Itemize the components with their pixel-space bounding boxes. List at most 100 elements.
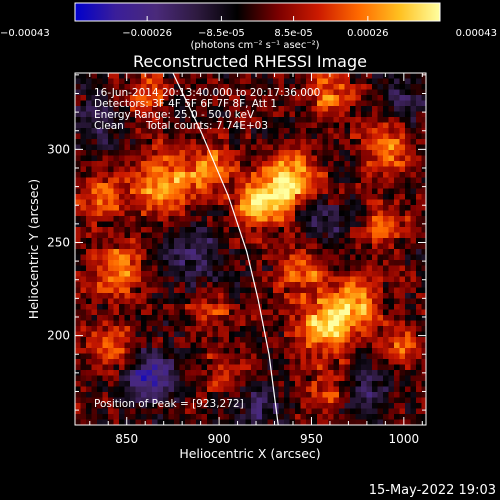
heatmap-cell: [289, 188, 296, 195]
heatmap-cell: [108, 348, 115, 355]
heatmap-cell: [262, 227, 269, 234]
heatmap-cell: [300, 254, 307, 261]
heatmap-cell: [223, 364, 230, 371]
heatmap-cell: [421, 172, 426, 179]
heatmap-cell: [201, 122, 208, 129]
heatmap-cell: [284, 386, 291, 393]
heatmap-cell: [223, 205, 230, 212]
heatmap-cell: [267, 287, 274, 294]
heatmap-cell: [256, 243, 263, 250]
heatmap-cell: [91, 315, 98, 322]
heatmap-cell: [416, 298, 423, 305]
heatmap-cell: [234, 249, 241, 256]
annotation-method: Clean: [94, 120, 124, 132]
heatmap-cell: [157, 78, 164, 85]
heatmap-cell: [295, 150, 302, 157]
heatmap-cell: [372, 232, 379, 239]
heatmap-cell: [251, 326, 258, 333]
heatmap-cell: [152, 249, 159, 256]
heatmap-cell: [317, 276, 324, 283]
heatmap-cell: [317, 95, 324, 102]
heatmap-cell: [174, 375, 181, 382]
heatmap-cell: [75, 122, 82, 129]
heatmap-cell: [201, 166, 208, 173]
heatmap-cell: [421, 111, 426, 118]
heatmap-cell: [388, 111, 395, 118]
heatmap-cell: [179, 414, 186, 421]
heatmap-cell: [130, 139, 137, 146]
heatmap-cell: [355, 370, 362, 377]
heatmap-cell: [245, 414, 252, 421]
heatmap-cell: [113, 232, 120, 239]
heatmap-cell: [124, 183, 131, 190]
x-axis-label: Heliocentric X (arcsec): [179, 446, 320, 461]
heatmap-cell: [207, 133, 214, 140]
heatmap-cell: [124, 254, 131, 261]
heatmap-cell: [383, 117, 390, 124]
heatmap-cell: [75, 419, 82, 425]
heatmap-cell: [328, 276, 335, 283]
heatmap-cell: [394, 249, 401, 256]
heatmap-cell: [152, 342, 159, 349]
heatmap-cell: [86, 276, 93, 283]
heatmap-cell: [86, 287, 93, 294]
heatmap-cell: [421, 139, 426, 146]
heatmap-cell: [157, 139, 164, 146]
heatmap-cell: [86, 298, 93, 305]
heatmap-cell: [394, 216, 401, 223]
heatmap-cell: [190, 100, 197, 107]
heatmap-cell: [223, 397, 230, 404]
heatmap-cell: [80, 265, 87, 272]
heatmap-cell: [201, 84, 208, 91]
heatmap-cell: [119, 199, 126, 206]
heatmap-cell: [80, 320, 87, 327]
heatmap-cell: [251, 221, 258, 228]
heatmap-cell: [410, 265, 417, 272]
heatmap-cell: [350, 128, 357, 135]
heatmap-cell: [300, 337, 307, 344]
heatmap-cell: [416, 260, 423, 267]
heatmap-cell: [174, 243, 181, 250]
heatmap-cell: [141, 304, 148, 311]
heatmap-cell: [108, 100, 115, 107]
heatmap-cell: [355, 309, 362, 316]
heatmap-cell: [223, 89, 230, 96]
heatmap-cell: [240, 166, 247, 173]
heatmap-cell: [251, 172, 258, 179]
heatmap-cell: [174, 106, 181, 113]
heatmap-cell: [289, 227, 296, 234]
heatmap-cell: [201, 370, 208, 377]
heatmap-cell: [317, 304, 324, 311]
heatmap-cell: [355, 414, 362, 421]
heatmap-cell: [328, 100, 335, 107]
heatmap-cell: [119, 232, 126, 239]
heatmap-cell: [350, 166, 357, 173]
heatmap-cell: [80, 227, 87, 234]
heatmap-cell: [410, 216, 417, 223]
heatmap-cell: [196, 342, 203, 349]
heatmap-cell: [377, 73, 384, 80]
heatmap-cell: [190, 243, 197, 250]
heatmap-cell: [113, 194, 120, 201]
heatmap-cell: [157, 183, 164, 190]
heatmap-cell: [399, 221, 406, 228]
heatmap-cell: [124, 293, 131, 300]
heatmap-cell: [311, 117, 318, 124]
heatmap-cell: [135, 254, 142, 261]
heatmap-cell: [174, 139, 181, 146]
heatmap-cell: [339, 243, 346, 250]
heatmap-cell: [152, 150, 159, 157]
heatmap-cell: [278, 375, 285, 382]
heatmap-cell: [377, 249, 384, 256]
heatmap-cell: [262, 342, 269, 349]
heatmap-cell: [245, 139, 252, 146]
heatmap-cell: [300, 397, 307, 404]
heatmap-cell: [207, 353, 214, 360]
heatmap-cell: [306, 348, 313, 355]
heatmap-cell: [135, 370, 142, 377]
heatmap-cell: [223, 122, 230, 129]
heatmap-cell: [75, 199, 82, 206]
heatmap-cell: [322, 309, 329, 316]
heatmap-cell: [130, 320, 137, 327]
heatmap-cell: [251, 282, 258, 289]
